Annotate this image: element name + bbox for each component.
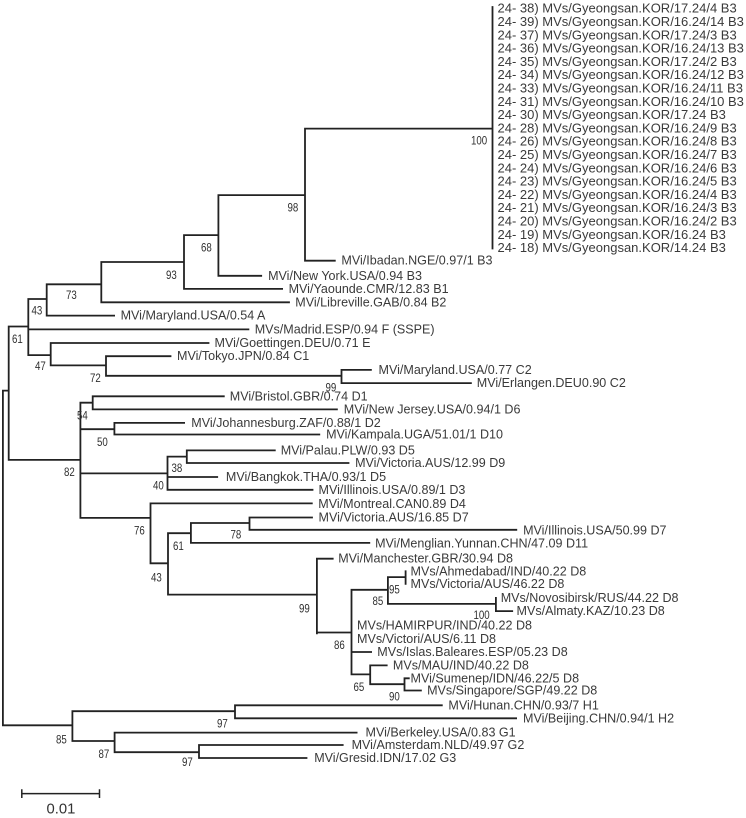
svg-text:82: 82	[64, 466, 75, 479]
svg-text:MVi/Montreal.CAN0.89 D4: MVi/Montreal.CAN0.89 D4	[318, 497, 466, 511]
svg-text:90: 90	[389, 690, 400, 703]
svg-text:61: 61	[173, 540, 184, 553]
svg-text:MVi/Maryland.USA/0.77 C2: MVi/Maryland.USA/0.77 C2	[379, 363, 532, 377]
svg-text:54: 54	[77, 409, 88, 422]
svg-text:MVi/New York.USA/0.94 B3: MVi/New York.USA/0.94 B3	[268, 269, 422, 283]
svg-text:MVs/Novosibirsk/RUS/44.22 D8: MVs/Novosibirsk/RUS/44.22 D8	[501, 591, 679, 605]
svg-text:100: 100	[471, 135, 487, 148]
svg-text:MVs/MAU/IND/40.22 D8: MVs/MAU/IND/40.22 D8	[393, 658, 529, 672]
svg-text:47: 47	[35, 360, 46, 373]
svg-text:MVi/Victoria.AUS/16.85 D7: MVi/Victoria.AUS/16.85 D7	[319, 511, 469, 525]
svg-text:97: 97	[182, 756, 193, 769]
svg-text:72: 72	[90, 372, 101, 385]
svg-text:MVs/HAMIRPUR/IND/40.22 D8: MVs/HAMIRPUR/IND/40.22 D8	[357, 618, 532, 632]
svg-text:24- 37) MVs/Gyeongsan.KOR/17.2: 24- 37) MVs/Gyeongsan.KOR/17.24/3 B3	[498, 27, 737, 42]
svg-text:MVs/Almaty.KAZ/10.23 D8: MVs/Almaty.KAZ/10.23 D8	[517, 604, 665, 618]
svg-text:24- 19) MVs/Gyeongsan.KOR/16.2: 24- 19) MVs/Gyeongsan.KOR/16.24 B3	[498, 227, 726, 242]
svg-text:MVi/Bristol.GBR/0.74 D1: MVi/Bristol.GBR/0.74 D1	[230, 389, 368, 403]
svg-text:MVi/Victoria.AUS/12.99 D9: MVi/Victoria.AUS/12.99 D9	[355, 456, 505, 470]
svg-text:MVs/Ahmedabad/IND/40.22 D8: MVs/Ahmedabad/IND/40.22 D8	[411, 564, 587, 578]
svg-text:24- 18) MVs/Gyeongsan.KOR/14.2: 24- 18) MVs/Gyeongsan.KOR/14.24 B3	[498, 240, 726, 255]
svg-text:43: 43	[151, 572, 162, 585]
svg-text:MVs/Islas.Baleares.ESP/05.23 D: MVs/Islas.Baleares.ESP/05.23 D8	[377, 645, 567, 659]
svg-text:24- 39) MVs/Gyeongsan.KOR/16.2: 24- 39) MVs/Gyeongsan.KOR/16.24/14 B3	[498, 14, 744, 29]
svg-text:MVi/Tokyo.JPN/0.84 C1: MVi/Tokyo.JPN/0.84 C1	[177, 349, 309, 363]
svg-text:43: 43	[32, 305, 43, 318]
svg-text:24- 35) MVs/Gyeongsan.KOR/17.2: 24- 35) MVs/Gyeongsan.KOR/17.24/2 B3	[498, 54, 737, 69]
svg-text:MVi/Palau.PLW/0.93 D5: MVi/Palau.PLW/0.93 D5	[281, 443, 415, 457]
svg-text:68: 68	[201, 241, 212, 254]
svg-text:MVi/Illinois.USA/0.89/1 D3: MVi/Illinois.USA/0.89/1 D3	[319, 483, 466, 497]
svg-text:86: 86	[334, 639, 345, 652]
svg-text:87: 87	[99, 748, 110, 761]
svg-text:MVi/Illinois.USA/50.99 D7: MVi/Illinois.USA/50.99 D7	[523, 524, 666, 538]
svg-text:99: 99	[299, 603, 310, 616]
svg-text:MVi/Johannesburg.ZAF/0.88/1 D2: MVi/Johannesburg.ZAF/0.88/1 D2	[191, 416, 380, 430]
svg-text:MVs/Singapore/SGP/49.22 D8: MVs/Singapore/SGP/49.22 D8	[427, 684, 597, 698]
svg-text:85: 85	[373, 595, 384, 608]
svg-text:38: 38	[172, 462, 183, 475]
svg-text:95: 95	[389, 583, 400, 596]
svg-text:MVs/Madrid.ESP/0.94 F (SSPE): MVs/Madrid.ESP/0.94 F (SSPE)	[255, 322, 435, 336]
svg-text:24- 34) MVs/Gyeongsan.KOR/16.2: 24- 34) MVs/Gyeongsan.KOR/16.24/12 B3	[498, 67, 744, 82]
svg-text:24- 30) MVs/Gyeongsan.KOR/17.2: 24- 30) MVs/Gyeongsan.KOR/17.24 B3	[498, 107, 726, 122]
svg-text:0.01: 0.01	[47, 802, 76, 818]
svg-text:24- 23) MVs/Gyeongsan.KOR/16.2: 24- 23) MVs/Gyeongsan.KOR/16.24/5 B3	[498, 174, 737, 189]
svg-text:24- 20) MVs/Gyeongsan.KOR/16.2: 24- 20) MVs/Gyeongsan.KOR/16.24/2 B3	[498, 214, 737, 229]
svg-text:MVi/Hunan.CHN/0.93/7 H1: MVi/Hunan.CHN/0.93/7 H1	[448, 698, 598, 712]
svg-text:24- 31) MVs/Gyeongsan.KOR/16.2: 24- 31) MVs/Gyeongsan.KOR/16.24/10 B3	[498, 94, 744, 109]
svg-text:MVs/Victori/AUS/6.11 D8: MVs/Victori/AUS/6.11 D8	[357, 632, 496, 646]
svg-text:MVi/Yaounde.CMR/12.83 B1: MVi/Yaounde.CMR/12.83 B1	[289, 282, 449, 296]
svg-text:99: 99	[326, 382, 337, 395]
svg-text:85: 85	[56, 734, 67, 747]
svg-text:65: 65	[354, 681, 365, 694]
svg-text:MVi/Amsterdam.NLD/49.97 G2: MVi/Amsterdam.NLD/49.97 G2	[352, 738, 525, 752]
svg-text:MVi/Sumenep/IDN/46.22/5 D8: MVi/Sumenep/IDN/46.22/5 D8	[411, 671, 580, 685]
svg-text:MVs/Victoria/AUS/46.22 D8: MVs/Victoria/AUS/46.22 D8	[411, 577, 565, 591]
svg-text:98: 98	[288, 202, 299, 215]
svg-text:24- 28) MVs/Gyeongsan.KOR/16.2: 24- 28) MVs/Gyeongsan.KOR/16.24/9 B3	[498, 120, 737, 135]
svg-text:93: 93	[166, 269, 177, 282]
svg-text:24- 36) MVs/Gyeongsan.KOR/16.2: 24- 36) MVs/Gyeongsan.KOR/16.24/13 B3	[498, 41, 744, 56]
svg-text:78: 78	[231, 529, 242, 542]
svg-text:24- 38) MVs/Gyeongsan.KOR/17.2: 24- 38) MVs/Gyeongsan.KOR/17.24/4 B3	[498, 1, 737, 16]
svg-text:24- 33) MVs/Gyeongsan.KOR/16.2: 24- 33) MVs/Gyeongsan.KOR/16.24/11 B3	[498, 81, 743, 96]
svg-text:MVi/Goettingen.DEU/0.71 E: MVi/Goettingen.DEU/0.71 E	[215, 336, 371, 350]
svg-text:MVi/Bangkok.THA/0.93/1 D5: MVi/Bangkok.THA/0.93/1 D5	[226, 470, 386, 484]
svg-text:76: 76	[134, 524, 145, 537]
svg-text:73: 73	[66, 289, 77, 302]
svg-text:24- 26) MVs/Gyeongsan.KOR/16.2: 24- 26) MVs/Gyeongsan.KOR/16.24/8 B3	[498, 134, 737, 149]
svg-text:97: 97	[217, 718, 228, 731]
svg-text:MVi/Libreville.GAB/0.84 B2: MVi/Libreville.GAB/0.84 B2	[295, 295, 446, 309]
svg-text:MVi/Maryland.USA/0.54 A: MVi/Maryland.USA/0.54 A	[121, 309, 266, 323]
svg-text:MVi/Manchester.GBR/30.94 D8: MVi/Manchester.GBR/30.94 D8	[338, 552, 513, 566]
svg-text:MVi/Ibadan.NGE/0.97/1 B3: MVi/Ibadan.NGE/0.97/1 B3	[341, 254, 492, 268]
svg-text:24- 24) MVs/Gyeongsan.KOR/16.2: 24- 24) MVs/Gyeongsan.KOR/16.24/6 B3	[498, 160, 737, 175]
svg-text:MVi/Menglian.Yunnan.CHN/47.09: MVi/Menglian.Yunnan.CHN/47.09 D11	[375, 537, 588, 551]
svg-text:MVi/Beijing.CHN/0.94/1 H2: MVi/Beijing.CHN/0.94/1 H2	[523, 711, 674, 725]
svg-text:MVi/Berkeley.USA/0.83 G1: MVi/Berkeley.USA/0.83 G1	[366, 726, 516, 740]
svg-text:24- 22) MVs/Gyeongsan.KOR/16.2: 24- 22) MVs/Gyeongsan.KOR/16.24/4 B3	[498, 187, 737, 202]
svg-text:40: 40	[153, 479, 164, 492]
svg-text:24- 25) MVs/Gyeongsan.KOR/16.2: 24- 25) MVs/Gyeongsan.KOR/16.24/7 B3	[498, 147, 737, 162]
svg-text:50: 50	[97, 436, 108, 449]
svg-text:100: 100	[474, 609, 490, 622]
svg-text:MVi/New Jersey.USA/0.94/1 D6: MVi/New Jersey.USA/0.94/1 D6	[344, 402, 521, 416]
svg-text:24- 21) MVs/Gyeongsan.KOR/16.2: 24- 21) MVs/Gyeongsan.KOR/16.24/3 B3	[498, 200, 737, 215]
svg-text:MVi/Erlangen.DEU0.90 C2: MVi/Erlangen.DEU0.90 C2	[477, 376, 626, 390]
svg-text:MVi/Kampala.UGA/51.01/1 D10: MVi/Kampala.UGA/51.01/1 D10	[326, 428, 503, 442]
svg-text:61: 61	[12, 333, 23, 346]
svg-text:MVi/Gresid.IDN/17.02 G3: MVi/Gresid.IDN/17.02 G3	[314, 751, 456, 765]
